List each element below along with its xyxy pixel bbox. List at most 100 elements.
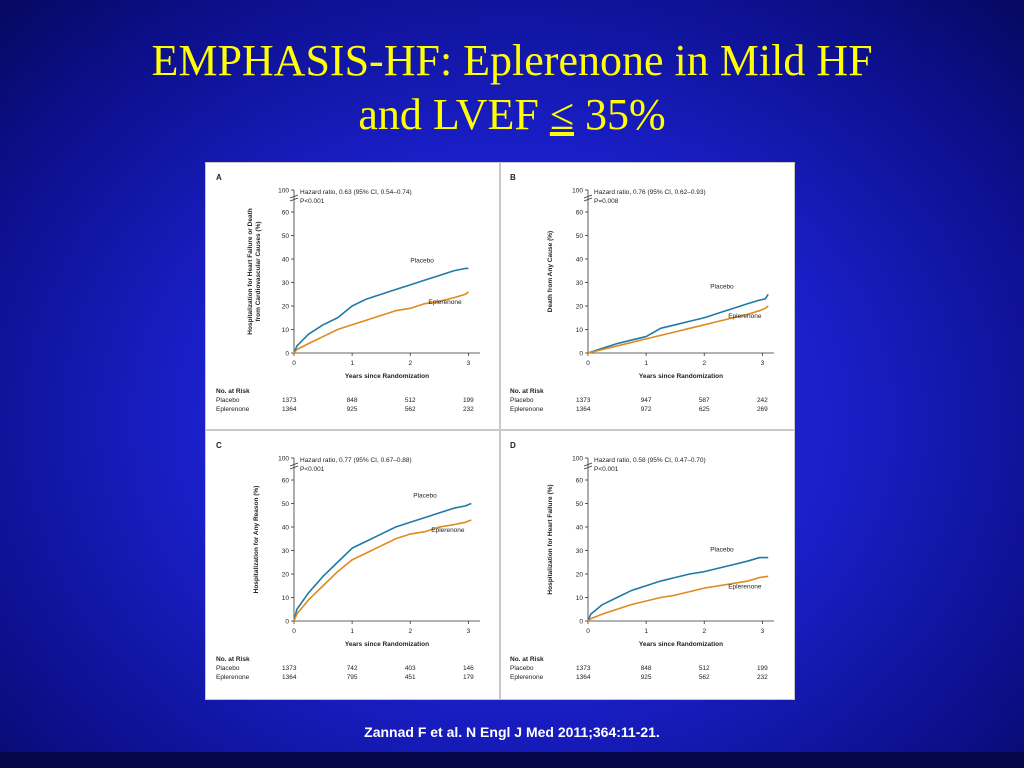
x-tick-label: 2 — [702, 360, 706, 367]
y-tick-label: 40 — [576, 257, 584, 264]
panel-label: D — [510, 441, 516, 450]
series-label-placebo: Placebo — [413, 493, 437, 500]
series-line-eplerenone — [293, 519, 472, 622]
axis-break-mark — [583, 194, 593, 202]
series-label-eplerenone: Eplerenone — [428, 299, 462, 306]
risk-value: 1364 — [282, 674, 297, 681]
x-tick-label: 1 — [644, 628, 648, 635]
p-value-text: P<0.001 — [300, 466, 325, 473]
risk-value: 232 — [757, 674, 768, 681]
less-equal-symbol: ≤ — [549, 90, 574, 139]
risk-value: 242 — [757, 397, 768, 404]
risk-value: 232 — [463, 406, 474, 413]
risk-value: 199 — [757, 665, 768, 672]
risk-value: 1373 — [282, 397, 297, 404]
axis-break-mark — [289, 194, 299, 202]
x-tick-label: 3 — [467, 628, 471, 635]
series-label-eplerenone: Eplerenone — [728, 583, 762, 590]
risk-row-label: Eplerenone — [510, 406, 544, 413]
slide-title: EMPHASIS-HF: Eplerenone in Mild HF and L… — [0, 34, 1024, 142]
x-axis-label: Years since Randomization — [639, 641, 723, 648]
panel-label: B — [510, 173, 516, 182]
y-tick-label: 10 — [576, 327, 584, 334]
panel-a: A 0 10 20 30 40 50 60 100 0 1 2 3 Years since Randomi… — [216, 173, 480, 413]
bottom-bar — [0, 752, 1024, 768]
y-tick-label: 30 — [282, 280, 290, 287]
risk-value: 512 — [699, 665, 710, 672]
y-tick-label: 60 — [576, 210, 584, 217]
y-axis-label: Hospitalization for Heart Failure (%) — [547, 484, 554, 594]
risk-value: 1373 — [576, 397, 591, 404]
slide-title-line1: EMPHASIS-HF: Eplerenone in Mild HF — [151, 36, 873, 85]
x-tick-label: 1 — [350, 360, 354, 367]
x-tick-label: 3 — [761, 360, 765, 367]
y-tick-label: 50 — [576, 233, 584, 240]
figure-panel-grid: A 0 10 20 30 40 50 60 100 0 1 2 3 Years since Randomi… — [205, 162, 795, 700]
risk-value: 848 — [641, 665, 652, 672]
risk-value: 562 — [699, 674, 710, 681]
risk-row-label: Eplerenone — [216, 406, 250, 413]
y-axis-label: Death from Any Cause (%) — [547, 231, 554, 312]
risk-row-label: Placebo — [510, 665, 534, 672]
p-value-text: P<0.001 — [300, 198, 325, 205]
y-axis-label: from Cardiovascular Causes (%) — [255, 221, 262, 321]
axis-break-mark — [289, 462, 299, 470]
risk-table-header: No. at Risk — [216, 656, 250, 663]
risk-value: 625 — [699, 406, 710, 413]
panel-label: C — [216, 441, 222, 450]
axis-break-mark — [583, 462, 593, 470]
y-tick-label: 0 — [579, 351, 583, 358]
y-tick-label: 100 — [278, 188, 289, 195]
risk-row-label: Placebo — [510, 397, 534, 404]
y-tick-label: 60 — [282, 210, 290, 217]
y-tick-label: 60 — [282, 478, 290, 485]
series-line-eplerenone — [293, 291, 469, 354]
risk-value: 795 — [347, 674, 358, 681]
x-tick-label: 0 — [586, 360, 590, 367]
series-line-eplerenone — [587, 305, 769, 354]
risk-value: 199 — [463, 397, 474, 404]
y-tick-label: 30 — [576, 548, 584, 555]
series-label-placebo: Placebo — [710, 547, 734, 554]
y-tick-label: 50 — [282, 233, 290, 240]
y-tick-label: 20 — [282, 572, 290, 579]
risk-value: 269 — [757, 406, 768, 413]
risk-value: 742 — [347, 665, 358, 672]
y-tick-label: 10 — [576, 595, 584, 602]
x-tick-label: 1 — [350, 628, 354, 635]
x-tick-label: 2 — [408, 628, 412, 635]
y-tick-label: 50 — [282, 501, 290, 508]
series-label-eplerenone: Eplerenone — [728, 313, 762, 320]
series-line-placebo — [587, 293, 769, 354]
series-label-eplerenone: Eplerenone — [431, 527, 465, 534]
risk-row-label: Eplerenone — [216, 674, 250, 681]
x-axis-label: Years since Randomization — [345, 373, 429, 380]
hazard-ratio-text: Hazard ratio, 0.76 (95% CI, 0.62–0.93) — [594, 189, 706, 196]
y-axis-label: Hospitalization for Any Reason (%) — [253, 486, 260, 594]
y-tick-label: 0 — [285, 619, 289, 626]
y-tick-label: 20 — [576, 304, 584, 311]
y-tick-label: 100 — [572, 456, 583, 463]
risk-value: 925 — [641, 674, 652, 681]
hazard-ratio-text: Hazard ratio, 0.58 (95% CI, 0.47–0.70) — [594, 457, 706, 464]
y-tick-label: 20 — [576, 572, 584, 579]
risk-value: 403 — [405, 665, 416, 672]
hazard-ratio-text: Hazard ratio, 0.63 (95% CI, 0.54–0.74) — [300, 189, 412, 196]
risk-value: 1364 — [282, 406, 297, 413]
hazard-ratio-text: Hazard ratio, 0.77 (95% CI, 0.67–0.88) — [300, 457, 412, 464]
y-tick-label: 30 — [282, 548, 290, 555]
risk-value: 1364 — [576, 674, 591, 681]
x-axis-label: Years since Randomization — [639, 373, 723, 380]
risk-value: 451 — [405, 674, 416, 681]
title-prefix: and LVEF — [358, 90, 550, 139]
risk-value: 972 — [641, 406, 652, 413]
y-tick-label: 40 — [282, 525, 290, 532]
x-axis-label: Years since Randomization — [345, 641, 429, 648]
y-tick-label: 20 — [282, 304, 290, 311]
y-tick-label: 10 — [282, 327, 290, 334]
citation: Zannad F et al. N Engl J Med 2011;364:11… — [364, 724, 660, 740]
risk-table-header: No. at Risk — [510, 656, 544, 663]
series-label-placebo: Placebo — [710, 283, 734, 290]
risk-value: 562 — [405, 406, 416, 413]
risk-value: 179 — [463, 674, 474, 681]
